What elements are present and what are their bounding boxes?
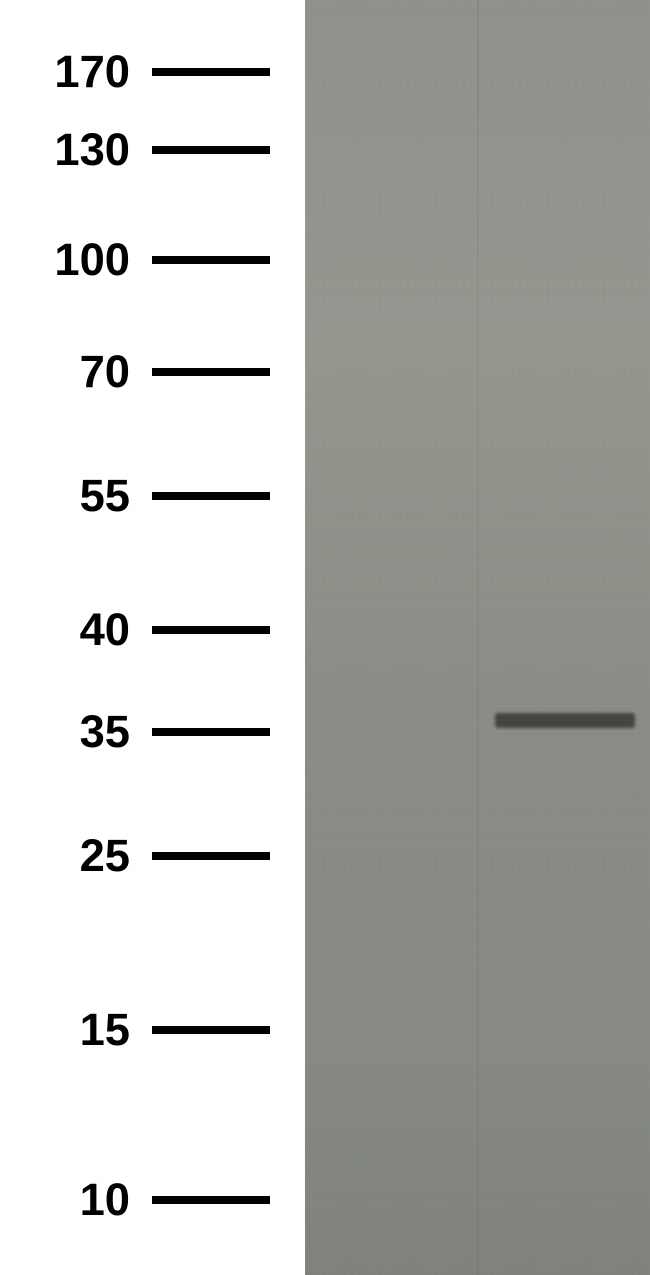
- marker-label: 100: [0, 234, 130, 286]
- marker-label: 70: [0, 346, 130, 398]
- marker-label: 40: [0, 604, 130, 656]
- marker-tick: [152, 1026, 270, 1034]
- marker-row: 100: [0, 226, 305, 294]
- marker-tick: [152, 146, 270, 154]
- marker-row: 15: [0, 996, 305, 1064]
- marker-tick: [152, 852, 270, 860]
- marker-label: 170: [0, 46, 130, 98]
- marker-tick: [152, 1196, 270, 1204]
- marker-tick: [152, 368, 270, 376]
- marker-row: 10: [0, 1166, 305, 1234]
- marker-tick: [152, 626, 270, 634]
- protein-band: [495, 713, 635, 728]
- marker-label: 25: [0, 830, 130, 882]
- marker-label: 130: [0, 124, 130, 176]
- lane-divider: [477, 0, 479, 1275]
- marker-row: 130: [0, 116, 305, 184]
- marker-row: 35: [0, 698, 305, 766]
- marker-label: 10: [0, 1174, 130, 1226]
- marker-label: 15: [0, 1004, 130, 1056]
- marker-row: 55: [0, 462, 305, 530]
- marker-tick: [152, 492, 270, 500]
- ladder-area: 170 130 100 70 55 40 35 25 15 10: [0, 0, 305, 1275]
- marker-label: 35: [0, 706, 130, 758]
- marker-label: 55: [0, 470, 130, 522]
- marker-row: 70: [0, 338, 305, 406]
- marker-row: 40: [0, 596, 305, 664]
- blot-figure: 170 130 100 70 55 40 35 25 15 10: [0, 0, 650, 1275]
- marker-tick: [152, 256, 270, 264]
- marker-tick: [152, 68, 270, 76]
- marker-row: 170: [0, 38, 305, 106]
- marker-tick: [152, 728, 270, 736]
- marker-row: 25: [0, 822, 305, 890]
- gel-membrane: [305, 0, 650, 1275]
